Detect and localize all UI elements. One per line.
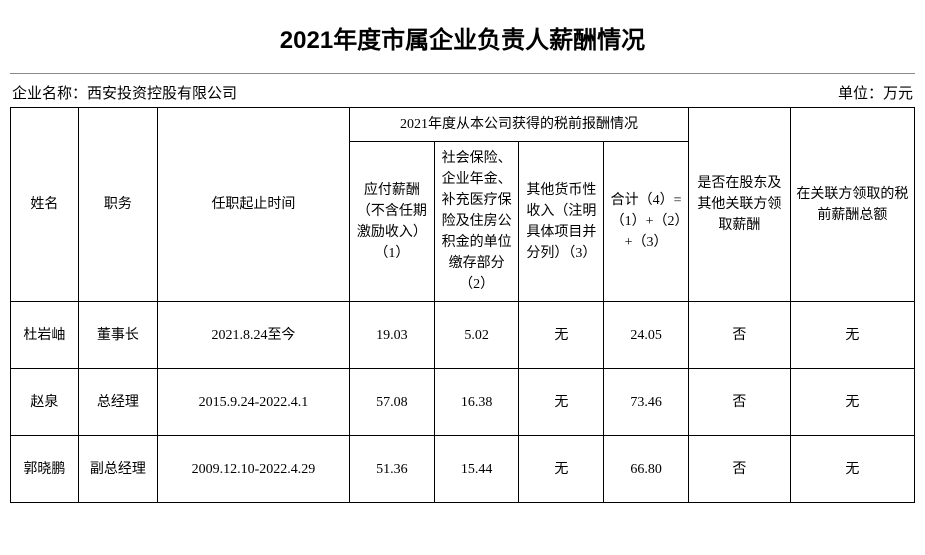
th-col4: 合计（4）=（1）+（2）+（3）: [604, 142, 689, 302]
meta-row: 企业名称：西安投资控股有限公司 单位：万元: [10, 74, 915, 107]
cell-c4: 73.46: [604, 369, 689, 436]
salary-table: 姓名 职务 任职起止时间 2021年度从本公司获得的税前报酬情况 是否在股东及其…: [10, 107, 915, 503]
company-label-block: 企业名称：西安投资控股有限公司: [12, 82, 237, 103]
cell-position: 副总经理: [78, 436, 157, 503]
table-row: 郭晓鹏 副总经理 2009.12.10-2022.4.29 51.36 15.4…: [11, 436, 915, 503]
unit-label: 单位：万元: [838, 82, 913, 103]
cell-flag: 否: [688, 302, 790, 369]
cell-c1: 19.03: [349, 302, 434, 369]
company-label: 企业名称：: [12, 86, 87, 102]
cell-c2: 15.44: [434, 436, 519, 503]
th-name: 姓名: [11, 108, 79, 302]
cell-c2: 16.38: [434, 369, 519, 436]
document-page: 2021年度市属企业负责人薪酬情况 企业名称：西安投资控股有限公司 单位：万元 …: [10, 10, 915, 503]
th-group: 2021年度从本公司获得的税前报酬情况: [349, 108, 688, 142]
company-name: 西安投资控股有限公司: [87, 86, 237, 102]
cell-c3: 无: [519, 302, 604, 369]
cell-ext: 无: [790, 369, 914, 436]
th-position: 职务: [78, 108, 157, 302]
cell-name: 杜岩岫: [11, 302, 79, 369]
page-title: 2021年度市属企业负责人薪酬情况: [10, 10, 915, 74]
cell-tenure: 2021.8.24至今: [157, 302, 349, 369]
th-col1: 应付薪酬（不含任期激励收入）（1）: [349, 142, 434, 302]
cell-ext: 无: [790, 436, 914, 503]
cell-c4: 24.05: [604, 302, 689, 369]
table-row: 赵泉 总经理 2015.9.24-2022.4.1 57.08 16.38 无 …: [11, 369, 915, 436]
th-col3: 其他货币性收入（注明具体项目并分列）（3）: [519, 142, 604, 302]
cell-name: 赵泉: [11, 369, 79, 436]
cell-c4: 66.80: [604, 436, 689, 503]
cell-position: 总经理: [78, 369, 157, 436]
cell-c3: 无: [519, 436, 604, 503]
table-row: 杜岩岫 董事长 2021.8.24至今 19.03 5.02 无 24.05 否…: [11, 302, 915, 369]
cell-c1: 57.08: [349, 369, 434, 436]
cell-tenure: 2009.12.10-2022.4.29: [157, 436, 349, 503]
th-flag: 是否在股东及其他关联方领取薪酬: [688, 108, 790, 302]
cell-ext: 无: [790, 302, 914, 369]
th-tenure: 任职起止时间: [157, 108, 349, 302]
th-ext: 在关联方领取的税前薪酬总额: [790, 108, 914, 302]
cell-name: 郭晓鹏: [11, 436, 79, 503]
cell-c1: 51.36: [349, 436, 434, 503]
cell-flag: 否: [688, 436, 790, 503]
cell-flag: 否: [688, 369, 790, 436]
th-col2: 社会保险、企业年金、补充医疗保险及住房公积金的单位缴存部分（2）: [434, 142, 519, 302]
cell-tenure: 2015.9.24-2022.4.1: [157, 369, 349, 436]
cell-c2: 5.02: [434, 302, 519, 369]
cell-position: 董事长: [78, 302, 157, 369]
cell-c3: 无: [519, 369, 604, 436]
